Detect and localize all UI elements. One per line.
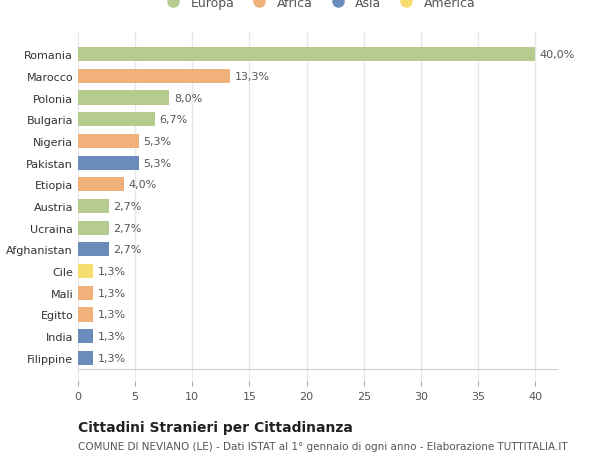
Legend: Europa, Africa, Asia, America: Europa, Africa, Asia, America bbox=[157, 0, 479, 13]
Text: 40,0%: 40,0% bbox=[540, 50, 575, 60]
Text: 2,7%: 2,7% bbox=[113, 245, 142, 255]
Text: 5,3%: 5,3% bbox=[143, 158, 171, 168]
Bar bbox=[78, 113, 155, 127]
Bar bbox=[78, 178, 124, 192]
Text: 2,7%: 2,7% bbox=[113, 202, 142, 212]
Text: 1,3%: 1,3% bbox=[97, 353, 125, 363]
Bar bbox=[78, 48, 535, 62]
Text: 5,3%: 5,3% bbox=[143, 137, 171, 146]
Bar bbox=[78, 264, 93, 279]
Bar bbox=[78, 91, 169, 106]
Text: 6,7%: 6,7% bbox=[159, 115, 187, 125]
Text: 2,7%: 2,7% bbox=[113, 223, 142, 233]
Text: 4,0%: 4,0% bbox=[128, 180, 157, 190]
Bar bbox=[78, 286, 93, 300]
Text: Cittadini Stranieri per Cittadinanza: Cittadini Stranieri per Cittadinanza bbox=[78, 420, 353, 434]
Bar bbox=[78, 156, 139, 170]
Bar bbox=[78, 330, 93, 343]
Text: 1,3%: 1,3% bbox=[97, 310, 125, 320]
Text: 1,3%: 1,3% bbox=[97, 331, 125, 341]
Text: 8,0%: 8,0% bbox=[174, 93, 202, 103]
Bar bbox=[78, 308, 93, 322]
Bar bbox=[78, 243, 109, 257]
Bar bbox=[78, 134, 139, 149]
Text: 1,3%: 1,3% bbox=[97, 288, 125, 298]
Text: 13,3%: 13,3% bbox=[235, 72, 269, 82]
Bar bbox=[78, 351, 93, 365]
Bar bbox=[78, 200, 109, 213]
Text: 1,3%: 1,3% bbox=[97, 267, 125, 276]
Bar bbox=[78, 221, 109, 235]
Bar bbox=[78, 70, 230, 84]
Text: COMUNE DI NEVIANO (LE) - Dati ISTAT al 1° gennaio di ogni anno - Elaborazione TU: COMUNE DI NEVIANO (LE) - Dati ISTAT al 1… bbox=[78, 441, 568, 451]
